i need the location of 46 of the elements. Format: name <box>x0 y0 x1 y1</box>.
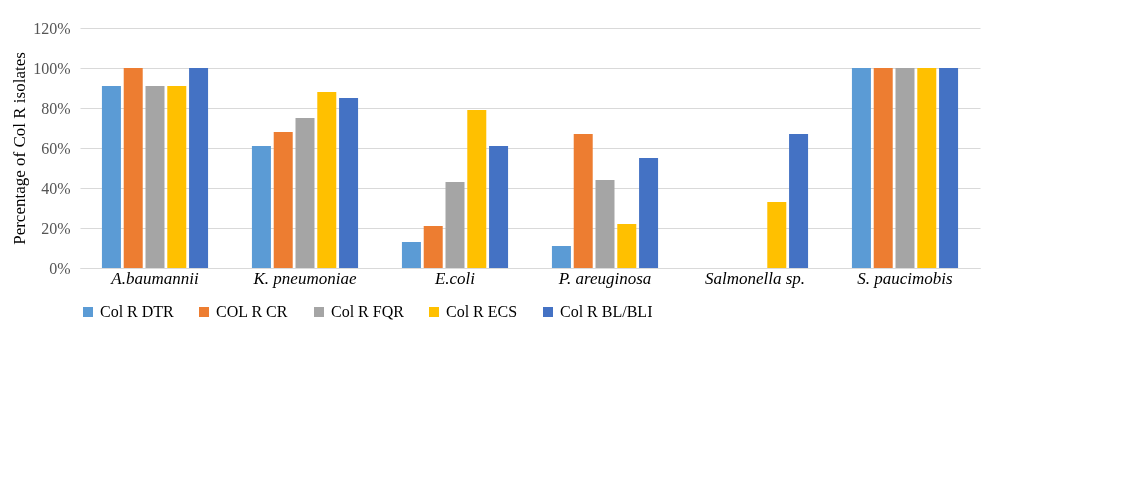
x-tick-label: E.coli <box>433 268 476 288</box>
y-tick-label: 80% <box>41 99 71 117</box>
y-tick-label: 60% <box>41 139 71 157</box>
bar <box>317 92 337 268</box>
bar <box>467 110 487 268</box>
bar <box>101 86 121 268</box>
legend-label: COL R CR <box>216 303 288 320</box>
bar <box>273 132 293 268</box>
bar <box>401 242 421 268</box>
bar <box>167 86 187 268</box>
bar <box>789 134 809 268</box>
y-tick-label: 100% <box>33 59 71 77</box>
y-tick-label: 20% <box>41 219 71 237</box>
bar <box>251 146 271 268</box>
x-tick-label: K. pneumoniae <box>252 268 357 288</box>
bar <box>595 180 615 268</box>
bar <box>573 134 593 268</box>
legend-label: Col R ECS <box>446 303 518 320</box>
bar <box>445 182 465 268</box>
bar <box>551 246 571 268</box>
legend-label: Col R DTR <box>100 303 175 320</box>
bar <box>895 68 915 268</box>
bar <box>295 118 315 268</box>
bar <box>189 68 209 268</box>
x-tick-label: S. paucimobis <box>857 268 954 288</box>
bar <box>423 226 443 268</box>
x-tick-label: A.baumannii <box>110 268 199 288</box>
bar <box>917 68 937 268</box>
bar <box>767 202 787 268</box>
bar <box>939 68 959 268</box>
legend-label: Col R BL/BLI <box>560 303 653 320</box>
bar <box>851 68 871 268</box>
legend-label: Col R FQR <box>331 303 405 320</box>
bar <box>873 68 893 268</box>
bar <box>123 68 143 268</box>
bar <box>145 86 165 268</box>
x-tick-label: Salmonella sp. <box>704 268 806 288</box>
y-tick-label: 120% <box>33 19 71 37</box>
x-tick-label: P. areuginosa <box>557 268 652 288</box>
bar <box>489 146 509 268</box>
y-tick-label: 0% <box>49 259 71 277</box>
y-axis-title: Percentage of Col R isolates <box>10 52 30 245</box>
bar <box>639 158 659 268</box>
bar <box>617 224 637 268</box>
bar <box>339 98 359 268</box>
y-tick-label: 40% <box>41 179 71 197</box>
